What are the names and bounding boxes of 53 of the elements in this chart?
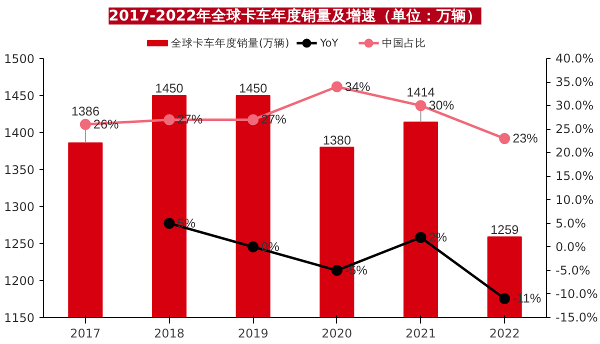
point (415, 232, 426, 243)
x-tick-label: 2018 (154, 326, 185, 340)
y-tick-label: 1200 (4, 274, 35, 288)
y2-tick-label: 25.0% (556, 122, 594, 136)
data-label: 30% (428, 98, 454, 113)
y2-tick-label: -15.0% (556, 310, 598, 324)
point (248, 241, 259, 252)
data-label: 1386 (71, 104, 100, 118)
data-label: 1380 (322, 133, 351, 148)
legend-label: 中国占比 (382, 36, 426, 50)
x-tick-label: 2017 (70, 326, 101, 340)
y-tick-label: 1500 (4, 52, 35, 66)
y-tick-label: 1400 (4, 126, 35, 140)
y-tick-label: 1150 (4, 311, 35, 325)
y2-tick-label: 30.0% (556, 98, 594, 113)
y2-tick-label: 10.0% (556, 192, 594, 207)
data-label: 1450 (239, 82, 268, 96)
y2-tick-label: 40.0% (556, 52, 594, 66)
point (499, 133, 510, 144)
y-tick-label: 1350 (4, 163, 35, 177)
y-tick-label: 1250 (4, 237, 35, 251)
data-label: 34% (344, 80, 370, 94)
x-tick-label: 2020 (322, 326, 352, 340)
y2-tick-label: 35.0% (556, 75, 594, 90)
data-label: 5% (177, 216, 196, 230)
point (80, 118, 91, 130)
x-tick-label: 2021 (405, 326, 436, 340)
y-tick-label: 1450 (4, 89, 35, 103)
x-tick-label: 2019 (238, 326, 268, 340)
data-label: 1259 (490, 222, 519, 237)
y2-tick-label: 5.0% (556, 216, 586, 230)
point (331, 264, 342, 276)
y2-tick-label: 15.0% (556, 169, 594, 184)
point (415, 100, 426, 112)
data-label: 1414 (406, 86, 435, 100)
y2-tick-label: -10.0% (556, 286, 598, 301)
point (164, 114, 175, 126)
data-label: 0% (261, 240, 280, 254)
data-label: 23% (512, 132, 538, 146)
y-tick-label: 1300 (4, 200, 35, 214)
point (331, 81, 342, 92)
y2-tick-label: 20.0% (556, 146, 594, 160)
point (499, 293, 510, 304)
point (248, 114, 259, 126)
point (164, 218, 175, 229)
y2-tick-label: -5.0% (556, 263, 590, 278)
data-label: 27% (177, 112, 203, 127)
legend-label: 全球卡车年度销量(万辆) (170, 36, 290, 50)
x-tick-label: 2022 (489, 326, 520, 340)
chart-title: 2017-2022年全球卡车年度销量及增速（单位：万辆） (108, 6, 482, 24)
y2-tick-label: 0.0% (556, 240, 586, 254)
data-label: 1450 (155, 82, 184, 96)
legend-label: YoY (319, 36, 339, 50)
